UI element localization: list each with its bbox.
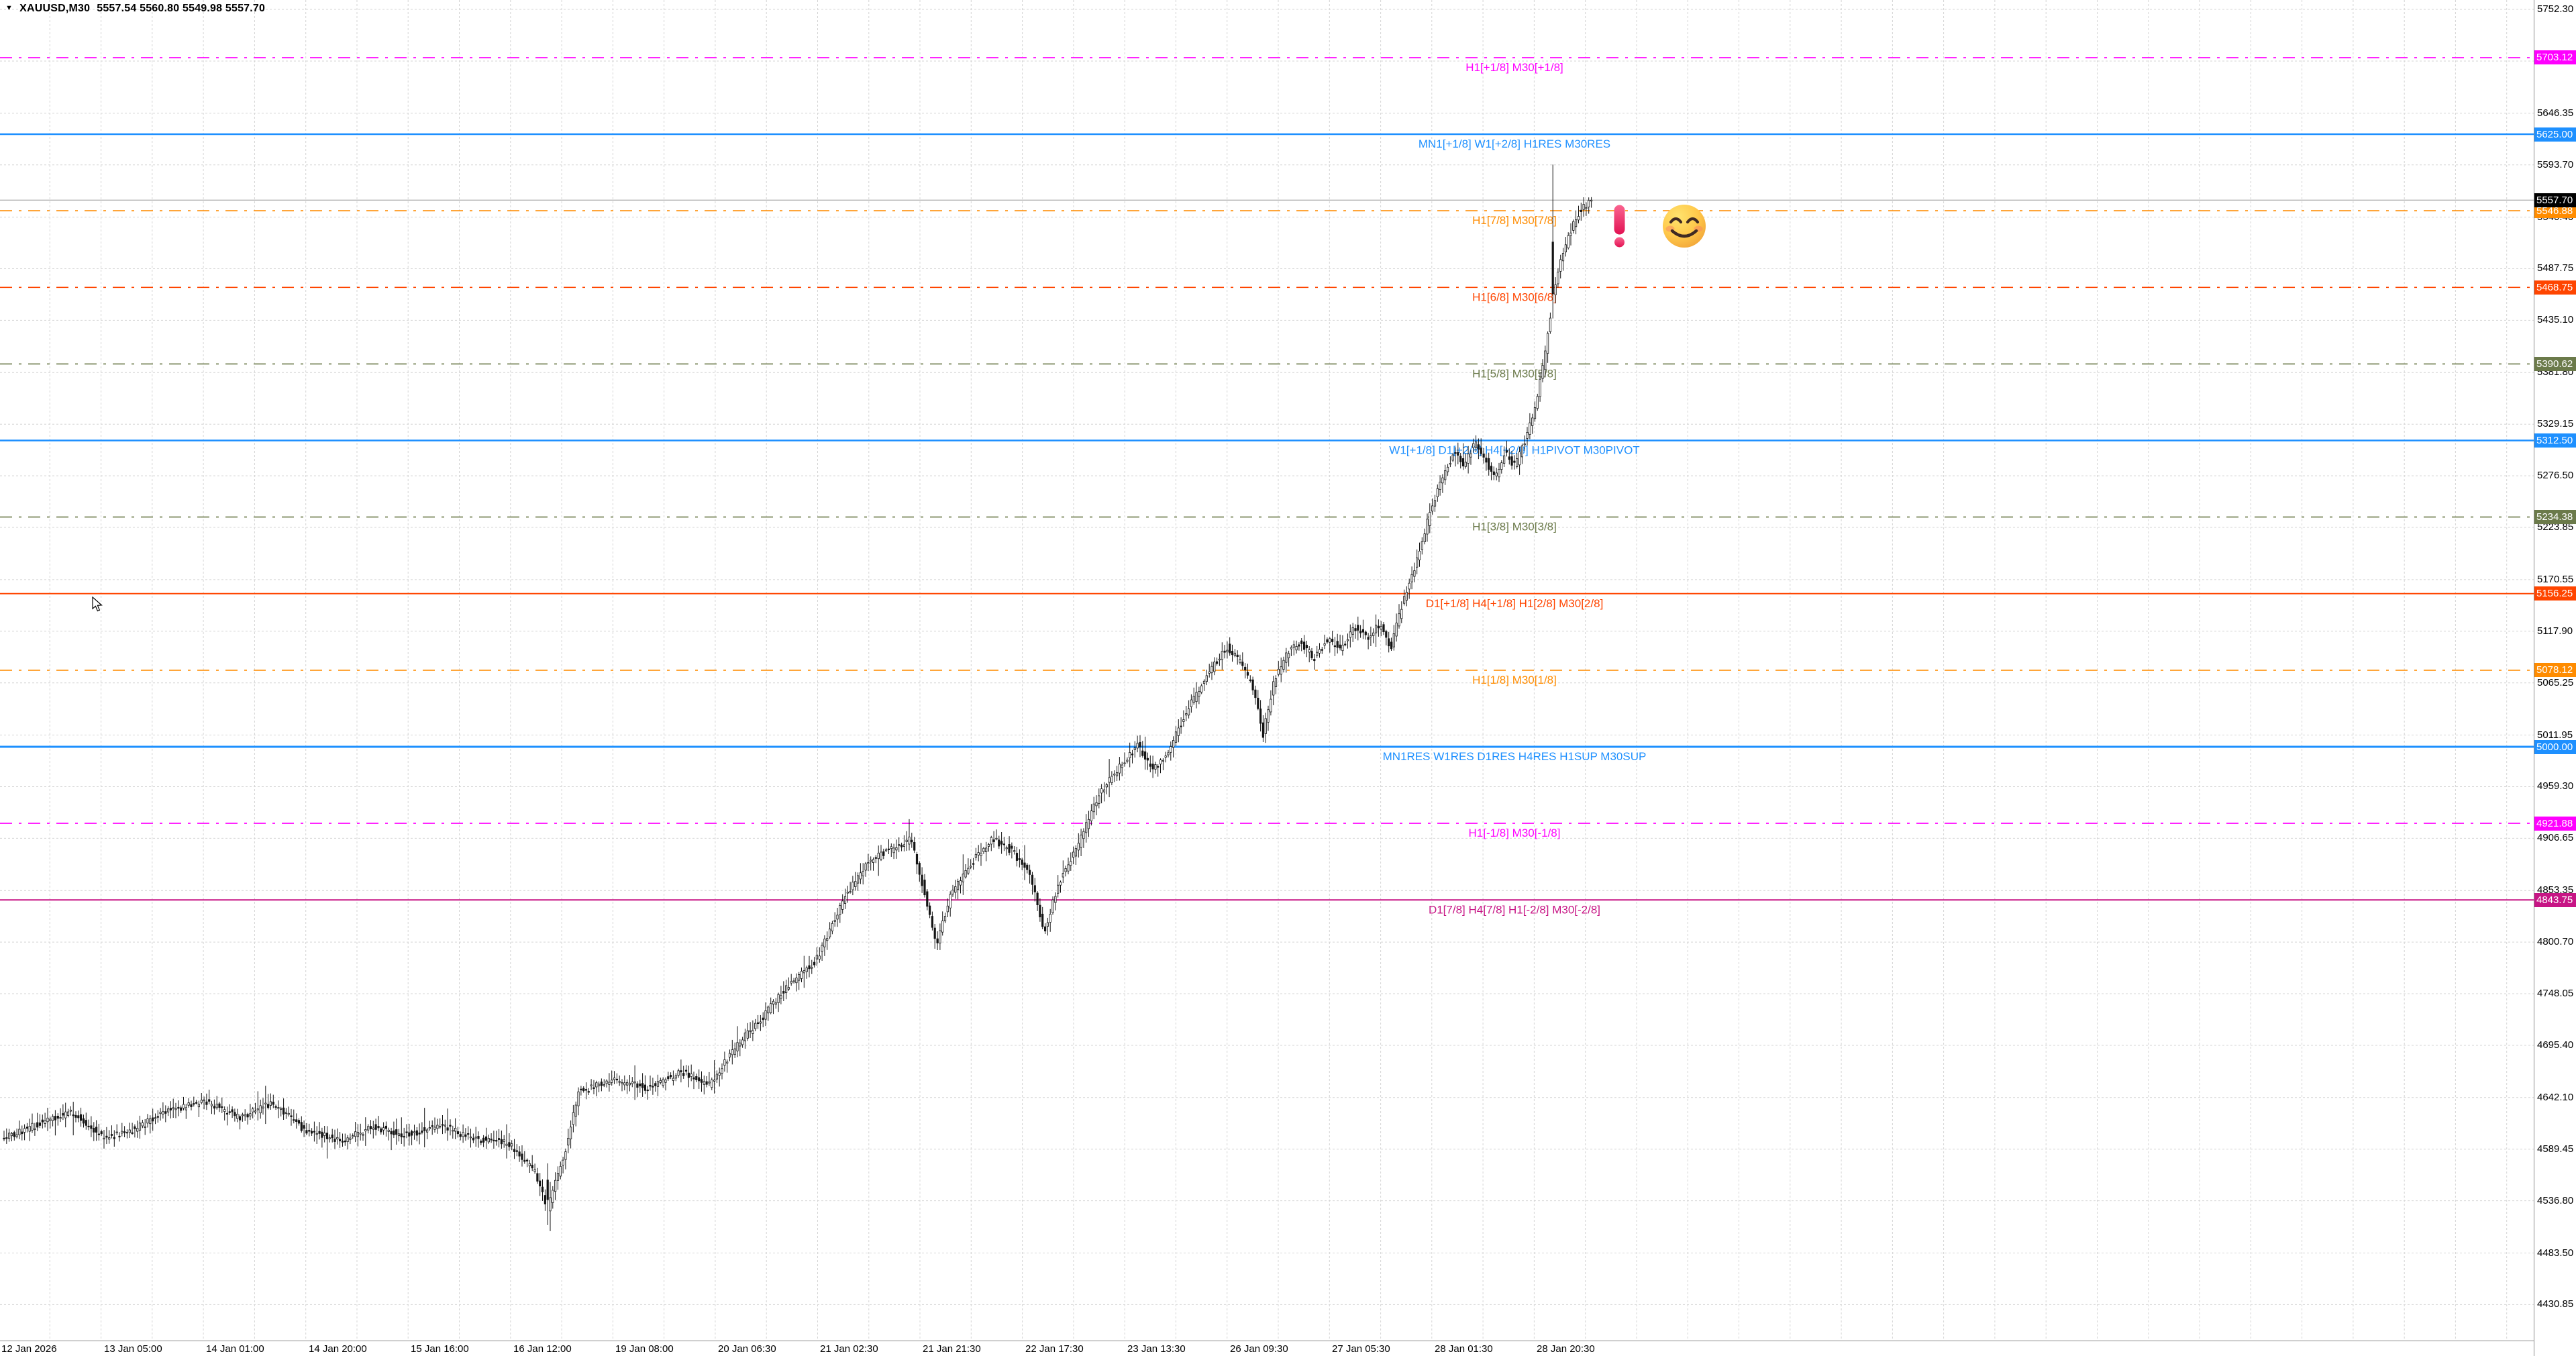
smile-mouth bbox=[1670, 229, 1698, 238]
price-badge-level-5: 5312.50 bbox=[2534, 433, 2576, 448]
price-axis-label: 4695.40 bbox=[2537, 1039, 2574, 1051]
price-badge-level-0: 5703.12 bbox=[2534, 50, 2576, 64]
price-axis-label: 5117.90 bbox=[2537, 625, 2573, 637]
price-badge-level-1: 5625.00 bbox=[2534, 127, 2576, 142]
time-axis-label: 23 Jan 13:30 bbox=[1127, 1343, 1186, 1355]
murrey-line-label-8[interactable]: H1[1/8] M30[1/8] bbox=[1472, 674, 1557, 686]
murrey-line-label-2[interactable]: H1[7/8] M30[7/8] bbox=[1472, 214, 1557, 227]
price-axis-label: 4430.85 bbox=[2537, 1298, 2574, 1310]
price-axis-label: 5593.70 bbox=[2537, 159, 2574, 170]
time-axis-label: 14 Jan 20:00 bbox=[309, 1343, 367, 1355]
time-axis-label: 21 Jan 02:30 bbox=[820, 1343, 878, 1355]
murrey-line-label-4[interactable]: H1[5/8] M30[5/8] bbox=[1472, 367, 1557, 380]
price-axis-label: 5170.55 bbox=[2537, 574, 2574, 585]
price-badge-level-2: 5546.88 bbox=[2534, 204, 2576, 218]
murrey-line-label-0[interactable]: H1[+1/8] M30[+1/8] bbox=[1465, 61, 1563, 74]
murrey-line-label-9[interactable]: MN1RES W1RES D1RES H4RES H1SUP M30SUP bbox=[1383, 750, 1647, 763]
time-axis-label: 21 Jan 21:30 bbox=[923, 1343, 981, 1355]
murrey-line-label-1[interactable]: MN1[+1/8] W1[+2/8] H1RES M30RES bbox=[1419, 138, 1610, 150]
price-axis-label: 5065.25 bbox=[2537, 677, 2574, 688]
price-badge-level-11: 4843.75 bbox=[2534, 893, 2576, 907]
time-axis-label: 22 Jan 17:30 bbox=[1025, 1343, 1084, 1355]
murrey-line-label-10[interactable]: H1[-1/8] M30[-1/8] bbox=[1468, 827, 1560, 839]
time-axis-label: 15 Jan 16:00 bbox=[411, 1343, 469, 1355]
price-axis-label: 5329.15 bbox=[2537, 418, 2574, 429]
smiling-face-emoji[interactable] bbox=[1660, 202, 1708, 250]
price-badge-level-4: 5390.62 bbox=[2534, 357, 2576, 371]
time-axis-label: 12 Jan 2026 bbox=[1, 1343, 57, 1355]
price-axis-label: 4642.10 bbox=[2537, 1092, 2574, 1103]
price-axis-label: 4906.65 bbox=[2537, 832, 2574, 843]
murrey-line-label-3[interactable]: H1[6/8] M30[6/8] bbox=[1472, 291, 1557, 303]
price-badge-level-6: 5234.38 bbox=[2534, 510, 2576, 524]
murrey-line-label-11[interactable]: D1[7/8] H4[7/8] H1[-2/8] M30[-2/8] bbox=[1429, 903, 1600, 916]
price-chart[interactable]: H1[+1/8] M30[+1/8] MN1[+1/8] W1[+2/8] H1R… bbox=[0, 0, 2534, 1341]
price-axis-label: 5435.10 bbox=[2537, 314, 2574, 325]
time-axis-label: 27 Jan 05:30 bbox=[1332, 1343, 1390, 1355]
time-axis-label: 19 Jan 08:00 bbox=[615, 1343, 674, 1355]
price-axis-label: 4853.35 bbox=[2537, 884, 2574, 896]
price-badge-level-7: 5156.25 bbox=[2534, 586, 2576, 601]
candles bbox=[3, 164, 1593, 1231]
time-axis[interactable]: 12 Jan 2026 13 Jan 05:00 14 Jan 01:00 14 Ja… bbox=[0, 1341, 2534, 1356]
current-price-badge: 5557.70 bbox=[2534, 193, 2576, 207]
symbol-info: ▼ XAUUSD,M30 5557.54 5560.80 5549.98 5557.… bbox=[5, 3, 265, 15]
time-axis-label: 13 Jan 05:00 bbox=[104, 1343, 162, 1355]
price-axis-label: 5752.30 bbox=[2537, 3, 2574, 15]
price-axis-label: 4589.45 bbox=[2537, 1143, 2574, 1155]
price-badge-level-8: 5078.12 bbox=[2534, 663, 2576, 677]
time-axis-label: 28 Jan 01:30 bbox=[1435, 1343, 1493, 1355]
time-axis-label: 16 Jan 12:00 bbox=[513, 1343, 572, 1355]
price-axis-label: 5011.95 bbox=[2537, 729, 2573, 741]
price-axis-label: 4800.70 bbox=[2537, 936, 2574, 947]
mouse-cursor-arrow bbox=[92, 596, 103, 612]
time-axis-label: 28 Jan 20:30 bbox=[1537, 1343, 1595, 1355]
price-axis-label: 4748.05 bbox=[2537, 988, 2574, 999]
time-axis-label: 26 Jan 09:30 bbox=[1230, 1343, 1288, 1355]
time-axis-label: 20 Jan 06:30 bbox=[718, 1343, 776, 1355]
price-axis-label: 4959.30 bbox=[2537, 780, 2574, 792]
symbol-title: XAUUSD,M30 bbox=[19, 3, 91, 14]
chart-plot-area[interactable]: H1[+1/8] M30[+1/8] MN1[+1/8] W1[+2/8] H1R… bbox=[0, 0, 2534, 1341]
murrey-line-label-7[interactable]: D1[+1/8] H4[+1/8] H1[2/8] M30[2/8] bbox=[1426, 597, 1604, 610]
smiling-eye bbox=[1669, 217, 1683, 224]
price-axis-label: 5487.75 bbox=[2537, 262, 2574, 274]
price-axis-label: 5646.35 bbox=[2537, 107, 2574, 119]
symbol-ohlc-values: 5557.54 5560.80 5549.98 5557.70 bbox=[97, 3, 266, 14]
symbol-dropdown-icon[interactable]: ▼ bbox=[5, 4, 13, 12]
exclamation-emoji[interactable] bbox=[1611, 204, 1628, 248]
price-badge-level-3: 5468.75 bbox=[2534, 280, 2576, 295]
murrey-line-label-6[interactable]: H1[3/8] M30[3/8] bbox=[1472, 521, 1557, 533]
price-badge-level-9: 5000.00 bbox=[2534, 740, 2576, 754]
murrey-line-label-5[interactable]: W1[+1/8] D1[+2/8] H4[+2/8] H1PIVOT M30PI… bbox=[1389, 444, 1639, 457]
time-axis-label: 14 Jan 01:00 bbox=[206, 1343, 264, 1355]
price-axis-label: 5276.50 bbox=[2537, 470, 2574, 481]
price-badge-level-10: 4921.88 bbox=[2534, 817, 2576, 831]
price-axis-label: 4536.80 bbox=[2537, 1195, 2574, 1206]
price-axis-label: 4483.50 bbox=[2537, 1247, 2574, 1259]
smiling-eye bbox=[1686, 217, 1700, 224]
price-axis[interactable]: 5752.305699.655646.355593.705540.405487.… bbox=[2534, 0, 2576, 1356]
price-axis-label: 5223.85 bbox=[2537, 521, 2574, 533]
